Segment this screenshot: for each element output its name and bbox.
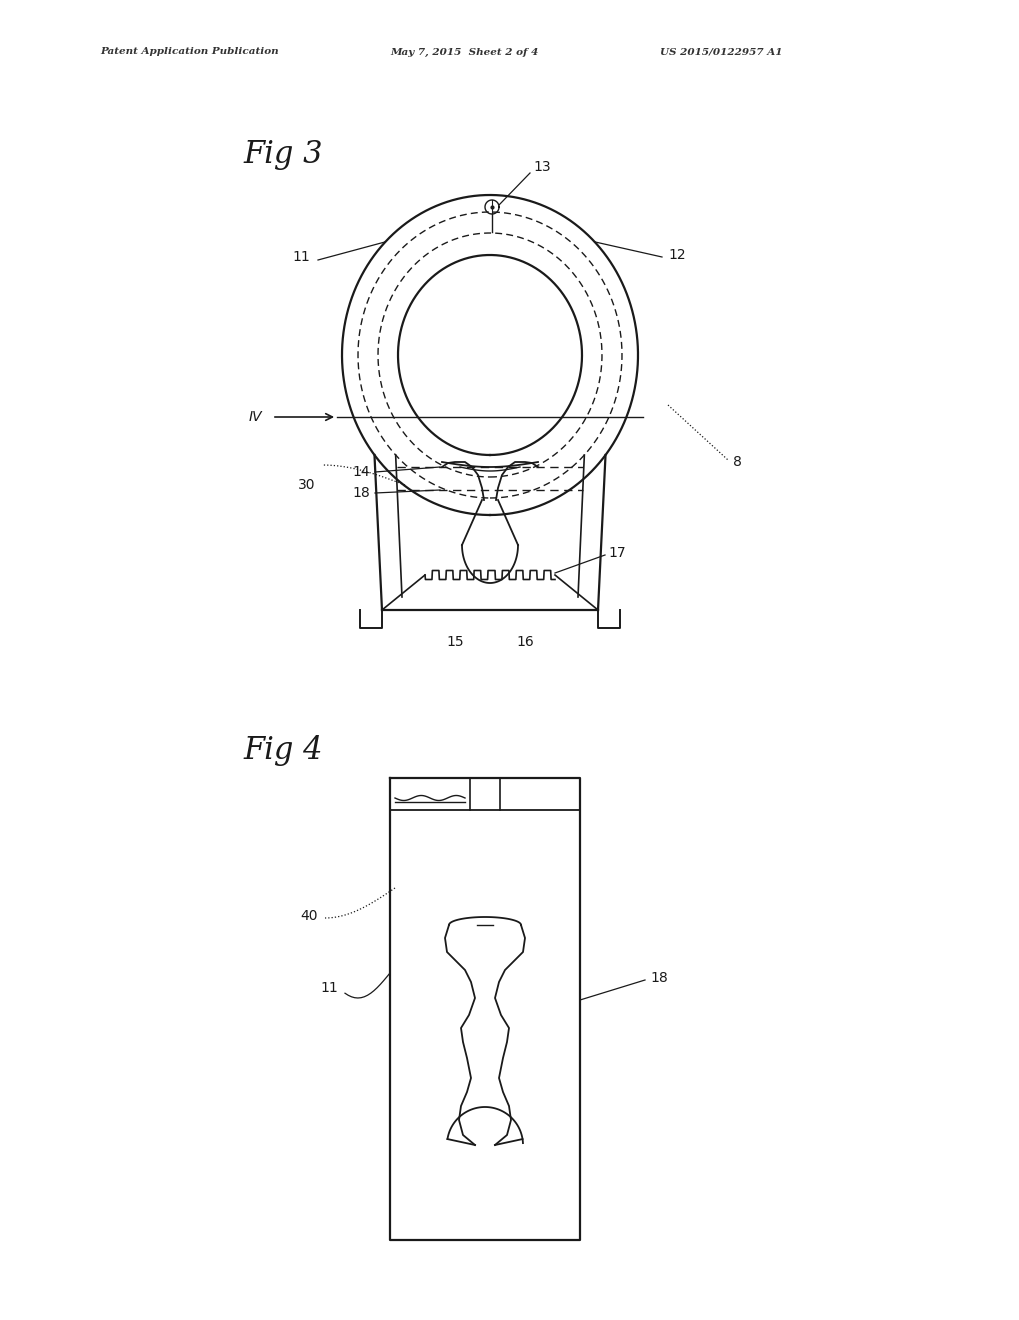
Text: 12: 12	[667, 248, 685, 261]
Text: May 7, 2015  Sheet 2 of 4: May 7, 2015 Sheet 2 of 4	[389, 48, 538, 57]
Text: 30: 30	[298, 478, 315, 492]
Text: 16: 16	[516, 635, 533, 649]
Text: 11: 11	[320, 981, 337, 995]
Text: 40: 40	[301, 909, 318, 923]
Text: 17: 17	[607, 546, 625, 560]
Text: IV: IV	[249, 411, 262, 424]
Text: 15: 15	[445, 635, 464, 649]
Text: Fig 3: Fig 3	[243, 140, 322, 170]
Text: Patent Application Publication: Patent Application Publication	[100, 48, 278, 57]
Text: Fig 4: Fig 4	[243, 734, 322, 766]
Text: 11: 11	[292, 249, 310, 264]
Text: 18: 18	[649, 972, 667, 985]
Text: US 2015/0122957 A1: US 2015/0122957 A1	[659, 48, 782, 57]
Text: 18: 18	[352, 486, 370, 500]
Text: 8: 8	[733, 455, 741, 469]
Text: 13: 13	[533, 160, 550, 174]
Text: 14: 14	[352, 465, 370, 479]
